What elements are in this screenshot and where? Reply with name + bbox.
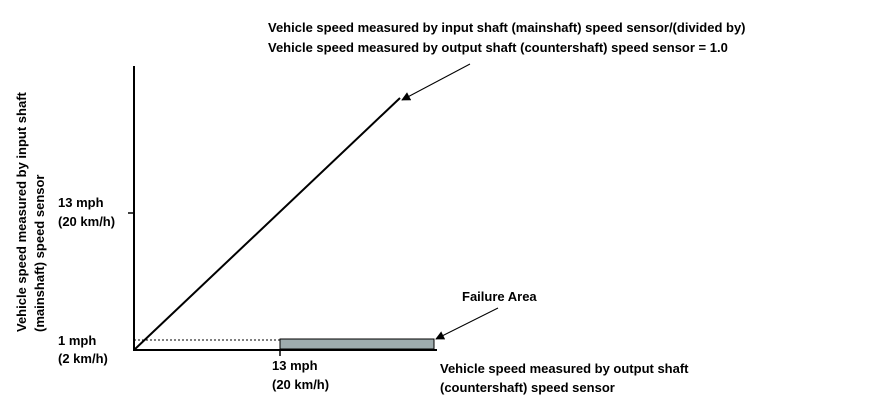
x-axis-label-line1: Vehicle speed measured by output shaft (440, 361, 689, 376)
x-tick-mid-label-mph: 13 mph (272, 358, 318, 373)
ratio-line (133, 97, 401, 351)
ratio-arrow (401, 63, 471, 101)
x-axis-label-line2: (countershaft) speed sensor (440, 380, 615, 395)
ratio-note-line2: Vehicle speed measured by output shaft (… (268, 40, 728, 55)
y-tick-upper-label-mph: 13 mph (58, 195, 104, 210)
y-tick-lower-label-kmh: (2 km/h) (58, 351, 108, 366)
ratio-note-line1: Vehicle speed measured by input shaft (m… (268, 20, 746, 35)
x-tick-mid-label-kmh: (20 km/h) (272, 377, 329, 392)
failure-area-label: Failure Area (462, 289, 537, 304)
failure-area (279, 338, 435, 350)
failure-arrow (435, 307, 499, 340)
y-axis-label-line2: (mainshaft) speed sensor (32, 175, 47, 333)
y-tick-lower-label-mph: 1 mph (58, 333, 96, 348)
y-tick-upper-label-kmh: (20 km/h) (58, 214, 115, 229)
y-axis-label-line1: Vehicle speed measured by input shaft (14, 91, 29, 332)
